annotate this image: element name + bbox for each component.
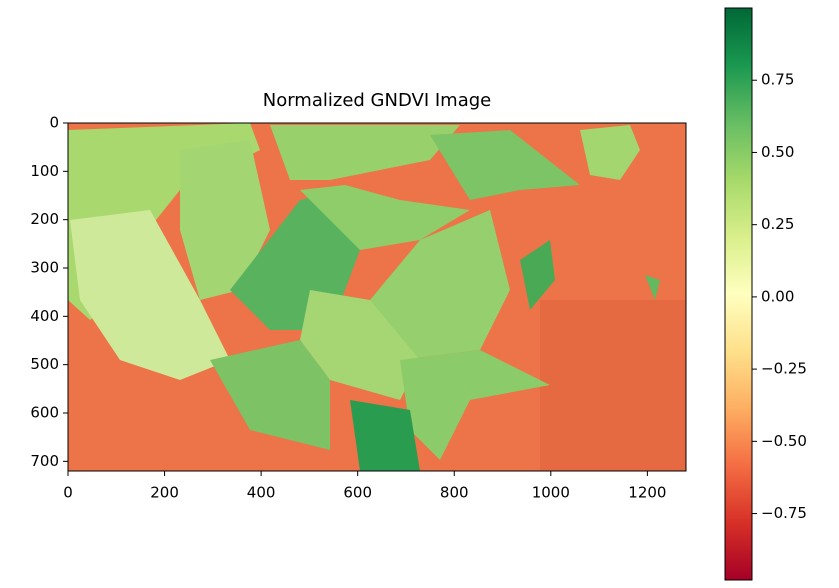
image xyxy=(68,123,686,471)
colorbar xyxy=(724,7,753,581)
y-tick-label: 0 xyxy=(49,114,59,132)
x-tick-label: 1200 xyxy=(628,484,666,502)
axes-frame xyxy=(67,122,687,472)
x-tick-label: 1000 xyxy=(532,484,570,502)
y-tick-label: 600 xyxy=(30,404,59,422)
leaf xyxy=(645,275,660,300)
leaf xyxy=(350,400,420,471)
colorbar-tick-label: −0.75 xyxy=(761,504,807,522)
y-tick-label: 100 xyxy=(30,162,59,180)
colorbar-tick-label: 0.75 xyxy=(761,71,794,89)
leaf xyxy=(520,240,555,310)
colorbar-tick-label: −0.25 xyxy=(761,360,807,378)
x-tick-label: 200 xyxy=(150,484,179,502)
colorbar-tick-label: −0.50 xyxy=(761,432,807,450)
leaf xyxy=(580,125,640,180)
colorbar-tick-label: 0.00 xyxy=(761,287,794,305)
x-tick-label: 400 xyxy=(247,484,276,502)
leaf xyxy=(370,210,510,360)
leaf xyxy=(70,210,230,380)
y-tick-label: 500 xyxy=(30,355,59,373)
leaf xyxy=(300,185,470,250)
chart-title: Normalized GNDVI Image xyxy=(263,90,491,111)
y-tick-label: 400 xyxy=(30,307,59,325)
x-tick-label: 600 xyxy=(343,484,372,502)
leaf xyxy=(210,340,330,450)
colorbar-tick-label: 0.25 xyxy=(761,215,794,233)
leaf xyxy=(270,125,460,180)
y-tick-label: 200 xyxy=(30,210,59,228)
leaf xyxy=(400,350,550,460)
leaf xyxy=(300,290,420,400)
y-tick-label: 700 xyxy=(30,452,59,470)
image-region xyxy=(540,300,686,471)
colorbar-tick-label: 0.50 xyxy=(761,143,794,161)
leaf xyxy=(180,140,270,300)
x-tick-label: 800 xyxy=(440,484,469,502)
leaf xyxy=(430,130,580,200)
y-tick-label: 300 xyxy=(30,259,59,277)
x-tick-label: 0 xyxy=(63,484,73,502)
